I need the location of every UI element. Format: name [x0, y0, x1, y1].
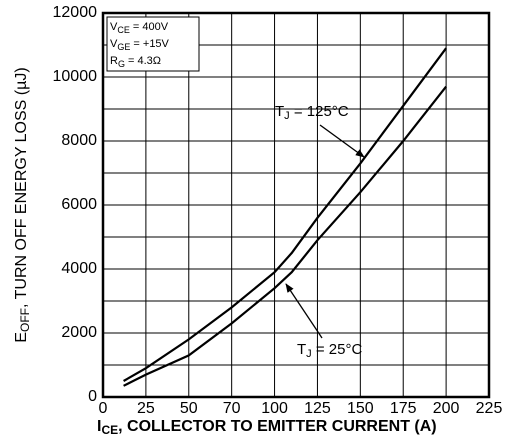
x-tick-label: 0	[99, 400, 108, 417]
x-tick-label: 200	[433, 400, 460, 417]
y-tick-label: 2000	[61, 324, 97, 341]
label-sub: J	[284, 110, 290, 122]
label-rest: = 400V	[130, 21, 169, 33]
x-tick-label: 25	[137, 400, 155, 417]
label-sub: CE	[117, 25, 130, 35]
label-main: T	[297, 341, 306, 358]
label-rest: = 25°C	[312, 341, 363, 358]
label: RG = 4.3Ω	[110, 55, 161, 69]
x-tick-label: 225	[476, 400, 503, 417]
label-sub: CE	[101, 423, 118, 437]
label: TJ = 25°C	[297, 341, 362, 360]
y-tick-label: 0	[88, 388, 97, 405]
label-rest: , TURN OFF ENERGY LOSS (µJ)	[13, 67, 30, 308]
curve	[123, 85, 447, 387]
y-tick-label: 12000	[53, 4, 98, 21]
x-tick-label: 100	[261, 400, 288, 417]
plot-frame	[101, 11, 491, 399]
y-tick-label: 10000	[53, 68, 98, 85]
label-main: V	[110, 21, 118, 33]
label: TJ = 125°C	[275, 103, 349, 122]
conditions-box	[106, 16, 200, 72]
label-main: R	[110, 55, 118, 67]
label-rest: = 125°C	[290, 103, 349, 120]
label: VGE = +15V	[110, 38, 170, 52]
label-main: E	[13, 332, 30, 343]
x-tick-label: 125	[304, 400, 331, 417]
label-sub: J	[306, 348, 312, 360]
arrow	[285, 283, 323, 339]
label-rest: = +15V	[130, 38, 169, 50]
y-tick-label: 4000	[61, 260, 97, 277]
x-tick-label: 150	[347, 400, 374, 417]
label-sub: G	[118, 59, 125, 69]
x-tick-label: 70	[223, 400, 241, 417]
y-tick-label: 6000	[61, 196, 97, 213]
y-tick-label: 8000	[61, 132, 97, 149]
label: ICE, COLLECTOR TO EMITTER CURRENT (A)	[97, 418, 437, 437]
label: VCE = 400V	[110, 21, 169, 35]
label: EOFF, TURN OFF ENERGY LOSS (µJ)	[13, 67, 32, 342]
label-sub: OFF	[18, 308, 32, 332]
label-main: I	[97, 418, 101, 435]
label-main: V	[110, 38, 118, 50]
x-tick-label: 50	[180, 400, 198, 417]
curve	[123, 47, 447, 382]
label-main: T	[275, 103, 284, 120]
label-rest: , COLLECTOR TO EMITTER CURRENT (A)	[118, 418, 437, 435]
label-sub: GE	[117, 42, 130, 52]
x-tick-label: 175	[390, 400, 417, 417]
label-rest: = 4.3Ω	[125, 55, 161, 67]
